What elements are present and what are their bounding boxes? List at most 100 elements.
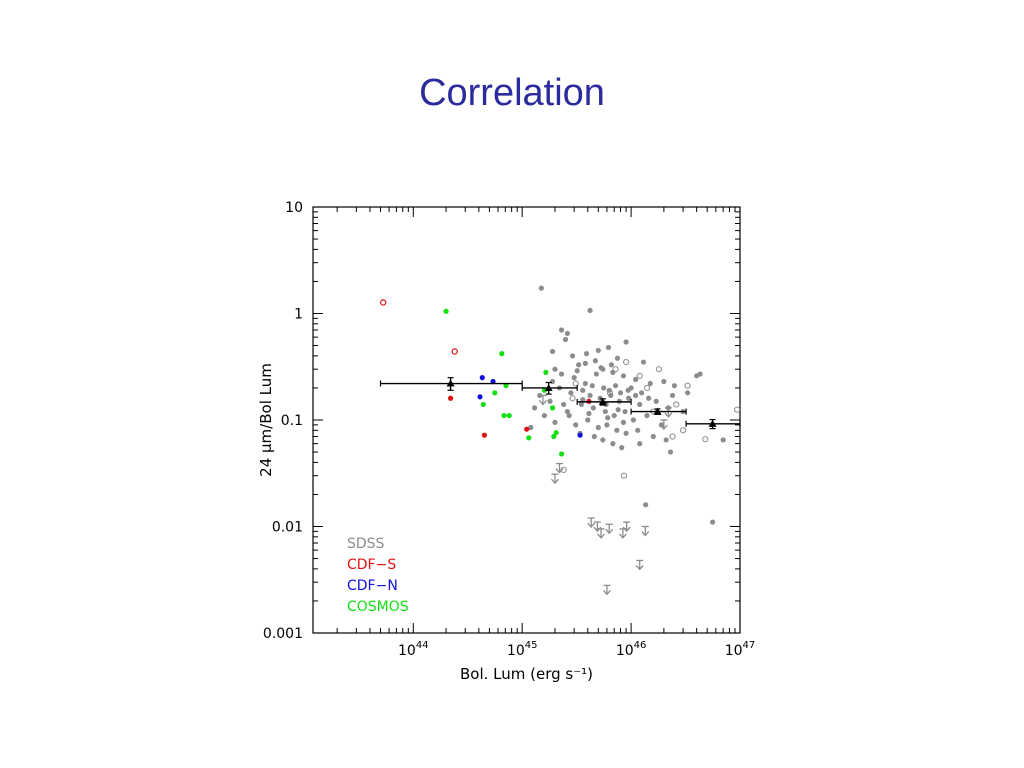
y-tick-label: 0.001 bbox=[263, 626, 303, 642]
upper-limit-arrow bbox=[605, 528, 614, 535]
cdfs-open-point bbox=[451, 348, 458, 355]
sdss-point bbox=[626, 395, 632, 401]
sdss-open-point bbox=[655, 366, 662, 373]
sdss-point bbox=[653, 398, 659, 404]
sdss-point bbox=[558, 327, 565, 333]
sdss-point bbox=[592, 358, 598, 364]
sdss-upper-limit bbox=[550, 473, 559, 485]
data-marks bbox=[380, 285, 741, 596]
cosmos-point bbox=[526, 435, 532, 441]
sdss-point bbox=[552, 419, 558, 425]
sdss-point bbox=[623, 339, 629, 345]
cdfn-point bbox=[577, 432, 583, 438]
upper-limit-arrow bbox=[587, 522, 596, 529]
sdss-point bbox=[671, 383, 678, 389]
sdss-point bbox=[667, 449, 674, 455]
cdfn-point bbox=[477, 394, 483, 400]
sdss-point bbox=[623, 430, 629, 436]
cdfs-point bbox=[447, 395, 454, 401]
binned-means bbox=[379, 377, 741, 430]
sdss-open-point bbox=[636, 372, 643, 379]
sdss-upper-limit bbox=[602, 584, 611, 596]
sdss-point bbox=[612, 383, 619, 389]
sdss-point bbox=[590, 405, 596, 411]
sdss-point bbox=[650, 433, 656, 440]
y-axis-label: 24 μm/Bol Lum bbox=[257, 363, 275, 477]
upper-limit-arrow bbox=[635, 565, 644, 571]
legend-entry: COSMOS bbox=[347, 599, 409, 615]
sdss-point bbox=[614, 427, 620, 433]
sdss-upper-limit bbox=[659, 419, 668, 430]
x-tick-label: 1045 bbox=[507, 640, 538, 659]
upper-limit-arrow bbox=[664, 412, 673, 418]
cdfs-open-point bbox=[380, 299, 387, 306]
axis-ticks bbox=[313, 207, 740, 634]
sdss-open-point bbox=[569, 395, 576, 402]
cosmos-point bbox=[499, 351, 505, 357]
upper-limit-arrow bbox=[622, 526, 631, 533]
x-tick-label: 1047 bbox=[725, 640, 756, 659]
cosmos-point bbox=[543, 369, 549, 375]
sdss-point bbox=[619, 445, 625, 451]
binned-mean bbox=[685, 418, 741, 430]
sdss-point bbox=[580, 397, 586, 403]
axis-labels: 1044 1045 1046 1047 10 1 0.1 0.01 0.001 bbox=[263, 200, 755, 659]
sdss-upper-limit bbox=[587, 517, 596, 529]
sdss-point bbox=[615, 407, 621, 413]
sdss-upper-limit bbox=[641, 525, 650, 537]
sdss-upper-limit bbox=[597, 528, 606, 539]
sdss-point bbox=[602, 408, 608, 415]
sdss-point bbox=[574, 368, 580, 374]
sdss-point bbox=[622, 408, 628, 415]
sdss-point bbox=[644, 412, 650, 419]
sdss-point bbox=[569, 353, 576, 359]
upper-limit-arrow bbox=[659, 424, 668, 430]
sdss-point bbox=[578, 401, 585, 408]
upper-limit-arrow bbox=[602, 589, 611, 596]
binned-mean bbox=[379, 377, 523, 391]
y-tick-label: 0.1 bbox=[281, 413, 303, 429]
legend-entry: CDF−N bbox=[347, 578, 398, 594]
y-tick-label: 0.01 bbox=[272, 520, 303, 536]
bin-mean-marker bbox=[446, 379, 455, 387]
sdss-point bbox=[552, 366, 558, 372]
cdfn-point bbox=[490, 378, 496, 385]
sdss-point bbox=[558, 371, 565, 377]
sdss-point bbox=[611, 412, 617, 419]
sdss-open-point bbox=[623, 358, 630, 366]
sdss-open-point bbox=[643, 384, 651, 392]
sdss-point bbox=[669, 392, 676, 399]
sdss-point bbox=[684, 390, 691, 396]
upper-limit-arrow bbox=[550, 478, 559, 485]
binned-mean bbox=[630, 407, 687, 415]
sdss-point bbox=[709, 519, 716, 525]
sdss-point bbox=[549, 348, 556, 355]
sdss-point bbox=[564, 330, 570, 337]
sdss-point bbox=[587, 307, 593, 313]
sdss-point bbox=[571, 375, 577, 381]
sdss-upper-limit bbox=[635, 559, 644, 571]
sdss-point bbox=[633, 392, 639, 399]
sdss-point bbox=[646, 395, 652, 401]
sdss-upper-limit bbox=[555, 462, 564, 474]
sdss-point bbox=[601, 385, 607, 391]
sdss-point bbox=[585, 417, 591, 423]
sdss-open-point bbox=[679, 427, 687, 434]
sdss-point bbox=[582, 360, 588, 366]
sdss-point bbox=[637, 441, 643, 447]
bin-mean-marker bbox=[653, 407, 662, 415]
sdss-point bbox=[560, 401, 567, 408]
sdss-point bbox=[720, 437, 726, 443]
sdss-upper-limit bbox=[664, 407, 673, 418]
sdss-point bbox=[564, 408, 570, 415]
sdss-point bbox=[595, 424, 601, 431]
sdss-point bbox=[547, 398, 553, 404]
cosmos-point bbox=[506, 412, 512, 419]
upper-limit-arrow bbox=[641, 531, 650, 537]
x-axis-label: Bol. Lum (erg s⁻¹) bbox=[460, 665, 593, 683]
sdss-upper-limit bbox=[538, 394, 547, 406]
sdss-point bbox=[614, 355, 621, 361]
sdss-point bbox=[658, 422, 665, 428]
sdss-point bbox=[566, 412, 572, 419]
cosmos-point bbox=[443, 308, 449, 314]
